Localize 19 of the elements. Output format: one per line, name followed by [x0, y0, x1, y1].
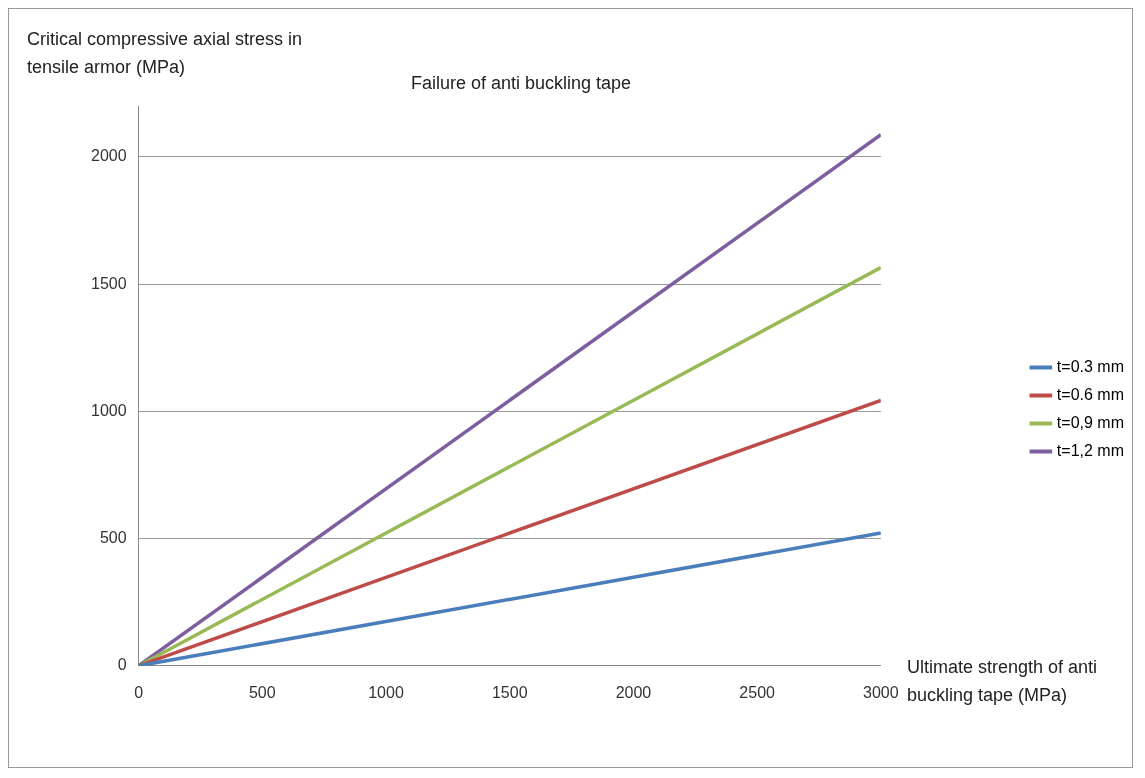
x-tick-label: 2500	[739, 683, 776, 701]
chart-title: Failure of anti buckling tape	[411, 72, 632, 95]
y-tick-label: 500	[99, 528, 127, 546]
legend-label: t=1,2 mm	[1056, 441, 1125, 459]
x-tick-label: 1000	[368, 683, 404, 701]
legend-label: t=0.3 mm	[1056, 357, 1125, 375]
y-tick-label: 0	[117, 656, 127, 674]
x-tick-label: 0	[134, 683, 144, 701]
y-tick-label: 1500	[91, 274, 127, 292]
x-tick-label: 3000	[863, 683, 899, 701]
legend-label: t=0,9 mm	[1056, 413, 1125, 431]
legend-label: t=0.6 mm	[1056, 385, 1125, 403]
y-tick-label: 1000	[91, 401, 127, 419]
x-tick-label: 500	[248, 683, 276, 701]
y-axis-title: Critical compressive axial stress in tensile armor (MPa)	[27, 28, 304, 79]
y-tick-label: 2000	[91, 147, 127, 165]
x-axis-title: Ultimate strength of anti buckling tape (MPa)	[907, 656, 1099, 707]
x-tick-label: 1500	[491, 683, 528, 701]
x-tick-label: 2000	[615, 683, 652, 701]
